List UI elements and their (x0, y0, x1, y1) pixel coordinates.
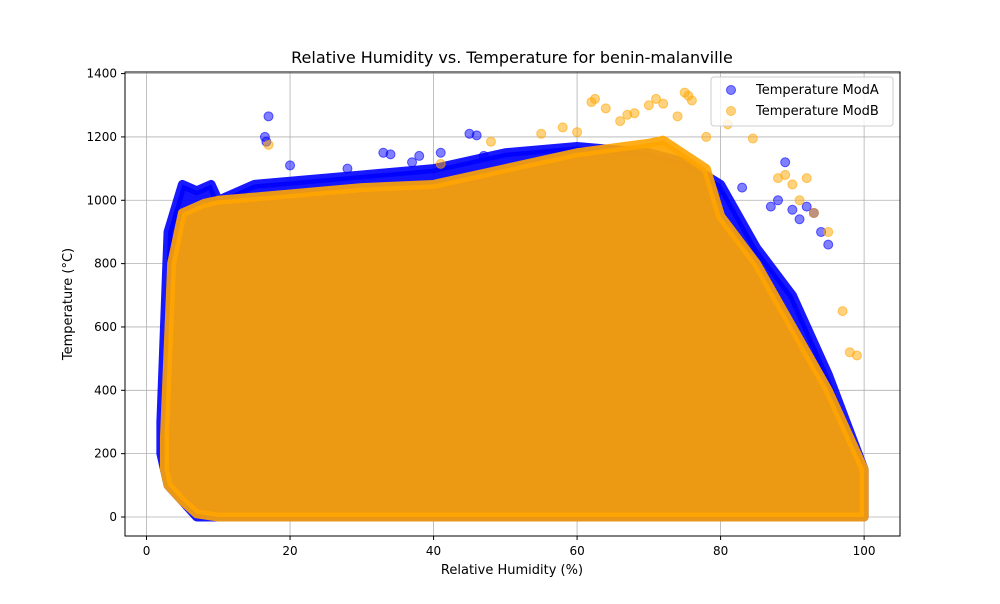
scatter-point (629, 108, 640, 119)
scatter-point (773, 195, 784, 206)
scatter-point (590, 93, 601, 104)
y-tick-label: 1200 (86, 130, 117, 144)
scatter-point (823, 226, 834, 237)
scatter-point (342, 163, 353, 174)
scatter-point (686, 95, 697, 106)
scatter-point (658, 98, 669, 109)
x-axis-label: Relative Humidity (%) (441, 563, 583, 578)
x-tick-label: 100 (853, 544, 876, 558)
legend-box (710, 76, 894, 127)
legend-label-modb: Temperature ModB (755, 104, 879, 119)
scatter-point (651, 93, 662, 104)
scatter-point (615, 116, 626, 127)
chart-title: Relative Humidity vs. Temperature for be… (291, 48, 733, 67)
scatter-point (478, 150, 489, 161)
scatter-point (600, 103, 611, 114)
scatter-point (701, 131, 712, 142)
legend-label-moda: Temperature ModA (755, 83, 879, 98)
scatter-point (808, 207, 819, 218)
scatter-point (435, 158, 446, 169)
legend: Temperature ModA Temperature ModB (710, 76, 894, 127)
scatter-point (780, 169, 791, 180)
scatter-point (801, 173, 812, 184)
x-tick-label: 60 (569, 544, 584, 558)
scatter-point (407, 157, 418, 168)
series-layer (156, 87, 869, 522)
scatter-point (794, 214, 805, 225)
y-axis: 0 200 400 600 800 1000 1200 1400 (86, 67, 125, 524)
scatter-point (572, 127, 583, 138)
scatter-point (737, 182, 748, 193)
y-tick-label: 600 (94, 320, 117, 334)
y-tick-label: 1400 (86, 67, 117, 81)
legend-marker-modb (726, 106, 736, 116)
y-tick-label: 1000 (86, 193, 117, 207)
scatter-point (385, 149, 396, 160)
y-axis-label: Temperature (°C) (61, 248, 76, 361)
scatter-point (263, 139, 274, 150)
series-modb (159, 87, 869, 522)
series-density-region (159, 135, 869, 522)
scatter-point (837, 306, 848, 317)
plot-frame (124, 71, 901, 537)
scatter-point (794, 195, 805, 206)
scatter-point (414, 150, 425, 161)
legend-marker-moda (726, 85, 736, 95)
scatter-point (780, 157, 791, 168)
scatter-point (263, 111, 274, 122)
scatter-point (787, 179, 798, 190)
scatter-point (285, 160, 296, 171)
x-tick-label: 80 (713, 544, 728, 558)
scatter-point (747, 133, 758, 144)
scatter-point (801, 201, 812, 212)
scatter-point (643, 100, 654, 111)
scatter-point (823, 239, 834, 250)
y-tick-label: 0 (109, 510, 117, 524)
x-tick-label: 20 (282, 544, 297, 558)
scatter-point (435, 147, 446, 158)
scatter-point (765, 201, 776, 212)
scatter-point (471, 130, 482, 141)
scatter-point (557, 122, 568, 133)
x-tick-label: 0 (143, 544, 151, 558)
y-tick-label: 400 (94, 383, 117, 397)
x-tick-label: 40 (426, 544, 441, 558)
scatter-point (787, 204, 798, 215)
y-tick-label: 200 (94, 447, 117, 461)
scatter-point (851, 350, 862, 361)
scatter-point (672, 111, 683, 122)
y-tick-label: 800 (94, 257, 117, 271)
x-axis: 0 20 40 60 80 100 (143, 536, 876, 558)
scatter-point (536, 128, 547, 139)
scatter-point (485, 136, 496, 147)
